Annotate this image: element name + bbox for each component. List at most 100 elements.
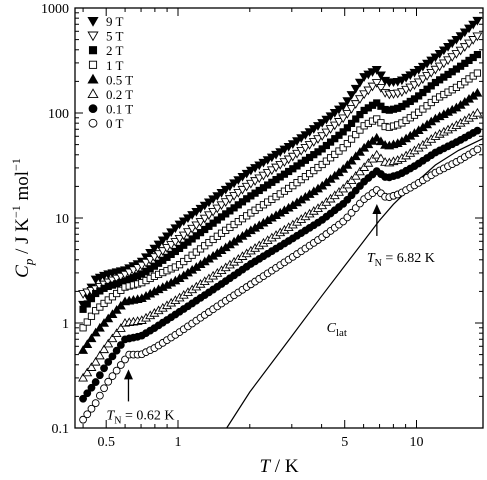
data-point <box>87 312 96 320</box>
data-point <box>157 236 168 246</box>
data-point <box>237 185 248 195</box>
data-point <box>304 128 315 137</box>
data-point <box>216 201 227 211</box>
data-point <box>413 78 424 88</box>
data-point <box>451 50 462 59</box>
data-point <box>356 126 364 134</box>
series-1-T <box>79 69 481 332</box>
data-point <box>94 322 105 332</box>
y-tick-label: 100 <box>48 107 69 122</box>
data-point <box>409 68 420 78</box>
data-point <box>145 249 156 258</box>
data-point <box>434 50 445 59</box>
data-point <box>100 364 108 373</box>
data-point <box>359 90 370 100</box>
legend-marker <box>87 88 99 99</box>
data-point <box>352 130 360 139</box>
data-point <box>468 20 479 30</box>
data-point <box>111 328 122 338</box>
data-point <box>363 158 374 167</box>
data-point <box>103 313 114 323</box>
data-point <box>199 201 210 211</box>
data-point <box>409 81 420 90</box>
data-point <box>375 153 386 163</box>
data-point <box>443 43 454 52</box>
data-point <box>347 119 356 128</box>
data-point <box>108 372 117 381</box>
legend-label: 0.5 T <box>106 72 133 87</box>
data-point <box>354 78 365 88</box>
data-point <box>342 179 353 189</box>
data-point <box>86 362 97 371</box>
data-point <box>104 377 113 386</box>
data-point <box>371 149 382 159</box>
data-point <box>375 84 386 93</box>
data-point <box>145 256 156 265</box>
x-tick-label: 1 <box>174 435 181 450</box>
data-point <box>317 132 328 141</box>
data-point <box>203 198 214 208</box>
axis-ticks: 0.5 1 5 10 0.1 1 10 100 1000 <box>41 2 483 450</box>
data-point <box>79 415 87 424</box>
legend-marker <box>88 46 98 55</box>
data-point <box>325 125 336 134</box>
data-point <box>464 39 474 49</box>
series-0-5-T <box>78 87 483 354</box>
data-point <box>367 82 378 92</box>
data-point <box>350 84 361 94</box>
x-axis-title: T / K <box>259 456 298 477</box>
legend-marker <box>88 104 98 113</box>
data-point <box>339 144 347 152</box>
data-point <box>373 115 381 123</box>
annotation-label: TN = 0.62 K <box>106 408 174 426</box>
data-point <box>149 253 160 262</box>
data-point <box>233 189 244 198</box>
data-point <box>208 207 219 217</box>
legend-marker <box>88 60 98 69</box>
x-tick-label: 5 <box>341 435 348 450</box>
data-point <box>443 56 454 66</box>
data-point <box>141 258 151 268</box>
data-point <box>212 204 223 214</box>
data-point <box>191 208 202 217</box>
data-point <box>237 173 248 182</box>
data-point <box>182 228 193 237</box>
data-point <box>354 166 365 176</box>
legend-entry: 5 T <box>87 29 124 44</box>
data-point <box>338 102 349 112</box>
data-point <box>434 62 445 72</box>
data-point <box>354 147 365 156</box>
legend-entry: 0.2 T <box>87 87 133 102</box>
data-point <box>195 218 206 227</box>
data-point <box>426 56 437 66</box>
data-point <box>343 124 351 132</box>
data-point <box>447 39 458 49</box>
data-point <box>166 241 177 250</box>
data-point <box>187 211 198 220</box>
series-2-T <box>79 50 481 313</box>
data-point <box>329 109 340 118</box>
data-point <box>459 43 470 52</box>
data-point <box>224 195 235 204</box>
data-point <box>325 112 336 122</box>
data-point <box>346 175 357 185</box>
data-point <box>86 333 97 343</box>
legend-entry: 0.1 T <box>88 102 133 117</box>
data-point <box>472 16 483 26</box>
data-point <box>136 261 147 271</box>
data-point <box>321 128 332 138</box>
data-point <box>343 140 351 148</box>
data-point <box>108 352 117 361</box>
data-point <box>116 361 125 369</box>
data-point <box>115 323 126 332</box>
data-point <box>422 59 433 69</box>
data-point <box>187 224 198 234</box>
data-point <box>115 300 126 310</box>
data-point <box>352 115 360 123</box>
data-point <box>174 220 185 230</box>
y-tick-label: 1000 <box>41 2 69 17</box>
series-0-2-T <box>78 107 483 382</box>
data-point <box>473 50 481 59</box>
data-point <box>116 341 125 349</box>
